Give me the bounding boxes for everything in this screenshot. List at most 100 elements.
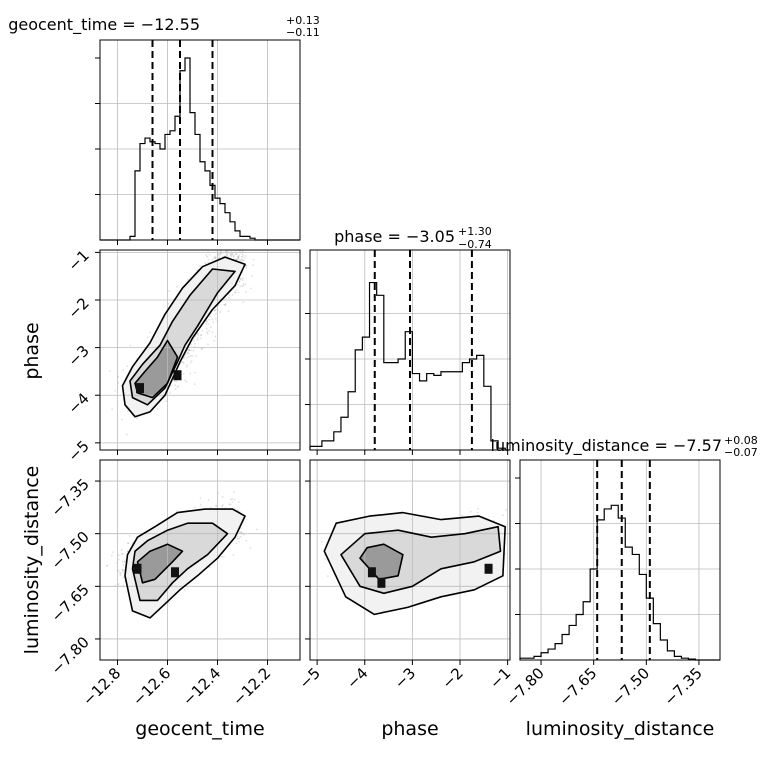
density-fill-geocent-time-vs-luminosity-distance-1 xyxy=(132,523,228,601)
x-tick-label-luminosity-distance-1: −7.65 xyxy=(555,664,600,709)
scatter-point xyxy=(204,262,207,264)
scatter-point xyxy=(211,318,214,321)
scatter-point xyxy=(239,259,242,261)
scatter-point xyxy=(220,248,222,250)
scatter-point xyxy=(228,503,231,505)
scatter-point xyxy=(461,515,463,517)
scatter-point xyxy=(201,347,204,350)
x-tick-label-luminosity-distance-0: −7.80 xyxy=(503,664,548,709)
scatter-point xyxy=(235,258,238,261)
scatter-point xyxy=(196,332,199,335)
panel-title-geocent-time-sub: −0.11 xyxy=(286,26,320,39)
scatter-point xyxy=(226,253,228,256)
scatter-point xyxy=(226,255,229,258)
scatter-point xyxy=(224,245,226,247)
scatter-point xyxy=(194,342,196,345)
panel-title-phase-sub: −0.74 xyxy=(458,238,492,251)
scatter-point xyxy=(170,384,173,387)
scatter-point xyxy=(242,277,244,280)
scatter-point xyxy=(123,560,126,562)
scatter-point xyxy=(119,572,122,574)
scatter-point xyxy=(193,371,196,374)
scatter-point xyxy=(148,331,151,334)
scatter-point xyxy=(238,254,241,257)
scatter-point xyxy=(235,253,238,255)
scatter-point xyxy=(191,355,194,357)
scatter-point xyxy=(199,337,202,340)
contour-geocent-time-vs-luminosity-distance-1 xyxy=(131,522,229,602)
scatter-point xyxy=(126,433,128,436)
scatter-point xyxy=(327,575,329,577)
scatter-point xyxy=(126,365,128,368)
scatter-point xyxy=(189,354,192,357)
scatter-point xyxy=(231,501,234,503)
panel-title-luminosity-distance-sup: +0.08 xyxy=(724,434,758,447)
scatter-point xyxy=(120,418,123,421)
scatter-point xyxy=(214,335,217,338)
scatter-point xyxy=(226,246,228,248)
scatter-point xyxy=(167,302,170,305)
scatter-point xyxy=(208,330,211,332)
scatter-point xyxy=(117,381,120,384)
scatter-point xyxy=(477,507,479,510)
scatter-point xyxy=(242,284,245,287)
scatter-point xyxy=(187,352,190,355)
scatter-point xyxy=(224,303,227,305)
scatter-point xyxy=(240,531,243,534)
scatter-point xyxy=(229,498,232,501)
scatter-point xyxy=(123,561,126,564)
scatter-point xyxy=(189,361,192,364)
scatter-point xyxy=(231,498,234,500)
scatter-point xyxy=(223,233,225,235)
scatter-point xyxy=(119,574,122,577)
scatter-point xyxy=(112,551,114,554)
scatter-point xyxy=(231,253,233,256)
scatter-point xyxy=(122,563,125,566)
scatter-point xyxy=(190,360,193,362)
scatter-point xyxy=(242,301,245,304)
scatter-point xyxy=(242,259,245,262)
density-geocent-time-vs-luminosity-distance xyxy=(125,509,245,618)
scatter-point xyxy=(193,383,196,386)
scatter-point xyxy=(212,321,215,324)
scatter-point xyxy=(242,282,245,285)
scatter-point xyxy=(196,337,199,340)
scatter-point xyxy=(237,255,239,258)
scatter-point xyxy=(206,333,209,335)
scatter-point xyxy=(174,384,177,387)
scatter-point xyxy=(174,388,177,391)
scatter-point xyxy=(196,339,199,341)
scatter-point xyxy=(217,252,220,255)
scatter-point xyxy=(201,329,204,332)
x-tick-label-phase-0: −5 xyxy=(296,664,324,692)
scatter-point xyxy=(225,250,228,253)
scatter-point xyxy=(120,553,123,556)
panel-title-phase-text: phase = −3.05 xyxy=(334,227,455,246)
scatter-point xyxy=(231,253,234,255)
scatter-point xyxy=(239,285,242,288)
scatter-point xyxy=(232,553,235,556)
scatter-point xyxy=(121,568,123,571)
scatter-point xyxy=(181,361,184,363)
scatter-point xyxy=(234,253,237,256)
x-axis-label-luminosity-distance: luminosity_distance xyxy=(526,718,715,740)
density-peak-phase-vs-luminosity-distance-1 xyxy=(377,577,386,588)
scatter-point xyxy=(230,255,233,258)
scatter-point xyxy=(184,353,187,356)
panel-title-luminosity-distance: luminosity_distance = −7.57 xyxy=(491,436,722,456)
scatter-point xyxy=(212,256,215,259)
scatter-point xyxy=(214,257,217,260)
density-fill-geocent-time-vs-luminosity-distance-2 xyxy=(137,544,183,583)
scatter-point xyxy=(238,281,241,283)
y-tick-label-luminosity-distance-0: −7.80 xyxy=(48,633,93,678)
scatter-point xyxy=(217,304,220,307)
scatter-point xyxy=(237,501,240,504)
panel-frame-2-1 xyxy=(309,459,511,661)
scatter-point xyxy=(231,294,234,296)
scatter-point xyxy=(176,386,179,388)
scatter-point xyxy=(220,252,223,255)
scatter-point xyxy=(193,506,196,509)
scatter-point xyxy=(189,372,192,375)
scatter-point xyxy=(214,317,217,320)
